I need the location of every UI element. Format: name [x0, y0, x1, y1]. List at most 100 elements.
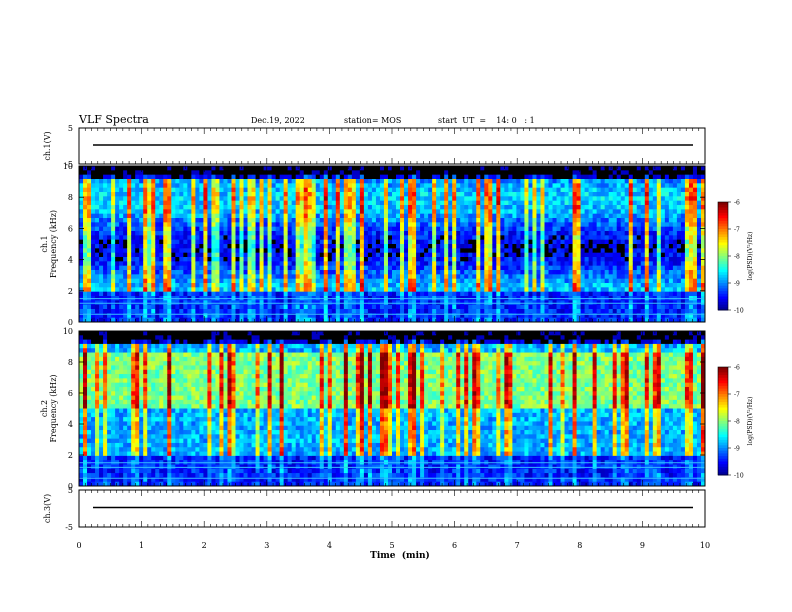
spectrogram-cell [363, 270, 369, 275]
spectrogram-cell [163, 257, 168, 262]
spectrogram-cell [387, 192, 393, 197]
spectrogram-cell [167, 317, 172, 322]
spectrogram-cell [283, 291, 289, 297]
spectrogram-cell [444, 309, 449, 314]
spectrogram-cell [379, 252, 385, 258]
spectrogram-cell [275, 261, 281, 267]
spectrogram-cell [552, 265, 557, 271]
spectrogram-cell [155, 270, 160, 275]
spectrogram-cell [87, 196, 92, 202]
spectrogram-cell [436, 235, 441, 241]
spectrogram-cell [580, 287, 586, 293]
spectrogram-cell [199, 235, 204, 241]
spectrogram-cell [295, 213, 301, 219]
spectrogram-cell [548, 239, 553, 245]
spectrogram-cell [147, 261, 152, 267]
spectrogram-cell [448, 166, 453, 171]
spectrogram-cell [163, 265, 168, 271]
spectrogram-cell [211, 257, 216, 262]
spectrogram-cell [588, 317, 594, 322]
spectrogram-cell [91, 231, 96, 236]
spectrogram-cell [167, 174, 172, 180]
spectrogram-cell [580, 257, 586, 262]
spectrogram-cell [83, 274, 88, 280]
spectrogram-cell [404, 200, 409, 206]
spectrogram-cell [568, 187, 573, 193]
spectrogram-cell [311, 235, 317, 241]
spectrogram-cell [319, 300, 325, 306]
spectrogram-cell [392, 187, 397, 193]
spectrogram-cell [596, 209, 602, 215]
spectrogram-cell [243, 265, 248, 271]
spectrogram-cell [115, 278, 120, 284]
spectrogram-cell [111, 226, 116, 232]
spectrogram-cell [299, 196, 305, 202]
spectrogram-cell [135, 274, 140, 280]
spectrogram-cell [504, 270, 509, 275]
spectrogram-cell [99, 252, 104, 258]
spectrogram-cell [604, 196, 610, 202]
spectrogram-cell [412, 261, 417, 267]
spectrogram-cell [155, 213, 160, 219]
spectrogram-cell [327, 278, 333, 284]
spectrogram-cell [528, 248, 533, 254]
spectrogram-cell [255, 213, 260, 219]
spectrogram-cell [115, 174, 120, 180]
spectrogram-cell [99, 261, 104, 267]
spectrogram-cell [199, 187, 204, 193]
spectrogram-cell [468, 283, 473, 288]
spectrogram-cell [183, 231, 188, 236]
spectrogram-cell [319, 278, 325, 284]
spectrogram-cell [484, 192, 489, 197]
spectrogram-cell [355, 287, 361, 293]
spectrogram-cell [568, 209, 573, 215]
spectrogram-cell [331, 213, 337, 219]
spectrogram-cell [556, 218, 561, 223]
spectrogram-cell [600, 261, 606, 267]
spectrogram-cell [355, 209, 361, 215]
spectrogram-cell [131, 244, 136, 249]
spectrogram-cell [251, 222, 256, 228]
spectrogram-cell [379, 300, 385, 306]
spectrogram-cell [456, 226, 461, 232]
spectrogram-cell [488, 283, 493, 288]
spectrogram-cell [123, 283, 128, 288]
spectrogram-cell [115, 300, 120, 306]
spectrogram-cell [480, 235, 485, 241]
spectrogram-cell [315, 244, 321, 249]
spectrogram-cell [231, 239, 236, 245]
spectrogram-cell [484, 170, 489, 176]
spectrogram-cell [347, 183, 353, 189]
spectrogram-cell [367, 196, 373, 202]
spectrogram-cell [412, 304, 417, 310]
spectrogram-cell [275, 222, 281, 228]
spectrogram-cell [267, 196, 273, 202]
spectrogram-cell [392, 166, 397, 171]
spectrogram-cell [456, 183, 461, 189]
spectrogram-cell [131, 252, 136, 258]
spectrogram-cell [596, 235, 602, 241]
spectrogram-cell [468, 257, 473, 262]
spectrogram-cell [596, 192, 602, 197]
spectrogram-cell [400, 174, 405, 180]
spectrogram-cell [291, 218, 297, 223]
spectrogram-cell [355, 270, 361, 275]
spectrogram-cell [263, 274, 268, 280]
spectrogram-cell [187, 235, 192, 241]
spectrogram-cell [135, 270, 140, 275]
spectrogram-cell [428, 231, 433, 236]
spectrogram-cell [396, 187, 401, 193]
spectrogram-cell [83, 226, 88, 232]
spectrogram-cell [223, 270, 228, 275]
spectrogram-cell [315, 313, 321, 319]
spectrogram-cell [548, 213, 553, 219]
spectrogram-cell [279, 252, 285, 258]
spectrogram-cell [448, 174, 453, 180]
spectrogram-cell [604, 174, 610, 180]
spectrogram-cell [131, 196, 136, 202]
spectrogram-cell [343, 218, 349, 223]
spectrogram-cell [404, 248, 409, 254]
spectrogram-cell [111, 270, 116, 275]
spectrogram-cell [424, 222, 429, 228]
spectrogram-cell [79, 179, 84, 184]
